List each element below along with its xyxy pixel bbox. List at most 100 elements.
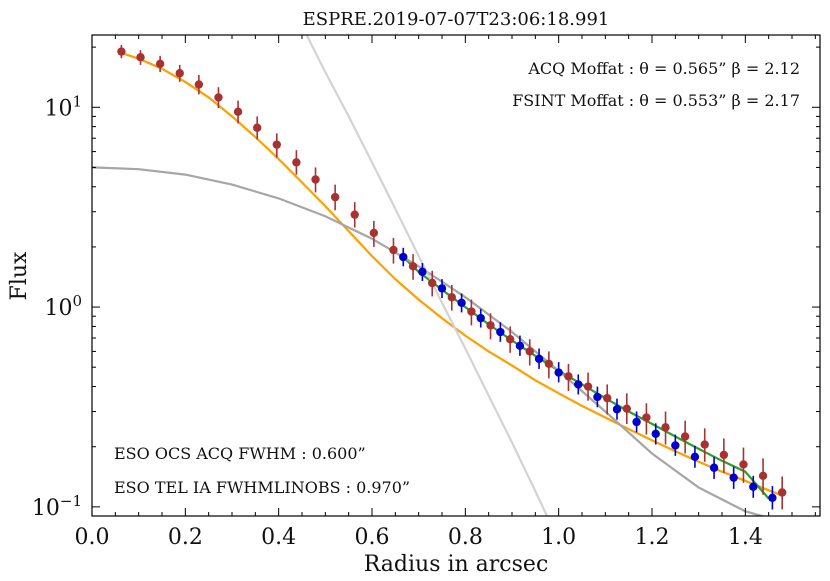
- fsint-data-point: [729, 466, 738, 489]
- marker: [700, 440, 709, 449]
- marker: [175, 69, 184, 78]
- acq-data-point: [642, 403, 651, 435]
- marker: [330, 192, 340, 202]
- marker: [603, 393, 612, 403]
- tel-fwhm-label: ESO TEL IA FWHMLINOBS : 0.970”: [114, 478, 410, 497]
- acq-data-point: [408, 254, 418, 280]
- marker: [651, 429, 660, 439]
- marker: [554, 368, 563, 377]
- marker: [292, 158, 301, 167]
- fsint-data-point: [690, 445, 700, 468]
- acq-fwhm-label: ESO OCS ACQ FWHM : 0.600”: [114, 444, 366, 463]
- x-tick-label: 1.4: [728, 525, 763, 550]
- fsint-data-point: [496, 322, 505, 342]
- marker: [642, 413, 651, 422]
- marker: [768, 493, 777, 503]
- marker: [136, 53, 145, 62]
- x-tick-label: 0.6: [355, 525, 390, 550]
- x-tick-label: 0.8: [448, 525, 483, 550]
- marker: [233, 107, 243, 116]
- acq-data-point: [564, 363, 573, 392]
- marker: [525, 347, 534, 356]
- x-tick-label: 0.2: [168, 525, 203, 550]
- marker: [253, 123, 262, 132]
- acq-data-point: [311, 167, 320, 193]
- acq-data-point: [719, 438, 729, 473]
- acq-data-point: [350, 202, 359, 228]
- marker: [583, 382, 593, 391]
- y-tick-labels: 10−1 100 101: [32, 92, 82, 521]
- x-axis-label: Radius in arcsec: [364, 552, 549, 577]
- fsint-data-point: [399, 247, 408, 267]
- marker: [778, 488, 787, 497]
- y-tick-label: 100: [44, 292, 82, 321]
- fsint-data-point: [651, 423, 660, 445]
- marker: [729, 473, 738, 482]
- marker: [690, 452, 700, 462]
- fsint-data-point: [515, 335, 525, 356]
- fsint-data-point: [457, 293, 466, 313]
- marker: [408, 262, 418, 271]
- fsint-data-point: [534, 348, 544, 369]
- marker: [194, 80, 204, 89]
- chart-title: ESPRE.2019-07-07T23:06:18.991: [303, 9, 610, 30]
- marker: [369, 228, 379, 238]
- marker: [612, 405, 622, 414]
- acq-data-point: [758, 458, 768, 495]
- marker: [622, 404, 631, 413]
- fsint-data-point: [476, 308, 485, 328]
- acq-data-point: [447, 284, 456, 311]
- x-tick-labels: 0.0 0.2 0.4 0.6 0.8 1.0 1.2 1.4: [75, 525, 763, 550]
- fsint-data-point: [632, 411, 641, 433]
- acq-data-point: [505, 326, 515, 353]
- fsint-moffat-label: FSINT Moffat : θ = 0.553” β = 2.17: [512, 91, 800, 110]
- acq-data-point: [214, 87, 223, 109]
- marker: [399, 252, 408, 262]
- fsint-data-point: [749, 475, 758, 498]
- x-tick-label: 0.0: [75, 525, 110, 550]
- acq-data-point: [661, 411, 670, 445]
- fsint-data-point: [554, 362, 563, 383]
- acq-data-point: [778, 476, 787, 510]
- fsint-data-point: [709, 456, 719, 479]
- axis-ticks: [91, 35, 820, 517]
- fsint-data-point: [612, 398, 622, 420]
- acq-data-point: [194, 75, 204, 95]
- acq-data-point: [330, 184, 340, 211]
- marker: [117, 47, 126, 56]
- marker: [709, 463, 719, 472]
- acq-data-point: [369, 220, 379, 247]
- acq-data-point: [272, 133, 281, 158]
- acq-data-point: [428, 270, 437, 297]
- marker: [486, 321, 495, 330]
- marker: [476, 313, 485, 323]
- acq-data-point: [117, 44, 126, 59]
- marker: [661, 423, 670, 432]
- marker: [418, 267, 427, 277]
- acq-data-point: [389, 237, 398, 264]
- marker: [574, 380, 583, 389]
- marker: [311, 175, 320, 184]
- marker: [749, 482, 758, 492]
- acq-data-point: [680, 420, 690, 454]
- x-tick-label: 1.2: [635, 525, 670, 550]
- marker: [632, 417, 641, 427]
- plot-frame: [91, 34, 821, 517]
- acq-data-point: [467, 299, 476, 326]
- acq-data-point: [622, 393, 631, 424]
- marker: [457, 298, 466, 308]
- marker: [272, 140, 281, 149]
- y-axis-label: Flux: [7, 251, 32, 300]
- acq-data-point: [175, 64, 184, 82]
- acq-data-point: [544, 351, 554, 379]
- marker: [593, 392, 602, 402]
- acq-moffat-fit-curve: [119, 51, 781, 496]
- fsint-data-point: [768, 486, 777, 510]
- acq-data-point: [583, 372, 593, 401]
- fsint-data-point: [671, 434, 680, 456]
- fsint-data-point: [437, 279, 447, 299]
- y-tick-label: 101: [44, 92, 82, 121]
- acq-moffat-label: ACQ Moffat : θ = 0.565” β = 2.12: [527, 59, 800, 78]
- acq-data-point: [233, 100, 243, 124]
- marker: [214, 93, 223, 102]
